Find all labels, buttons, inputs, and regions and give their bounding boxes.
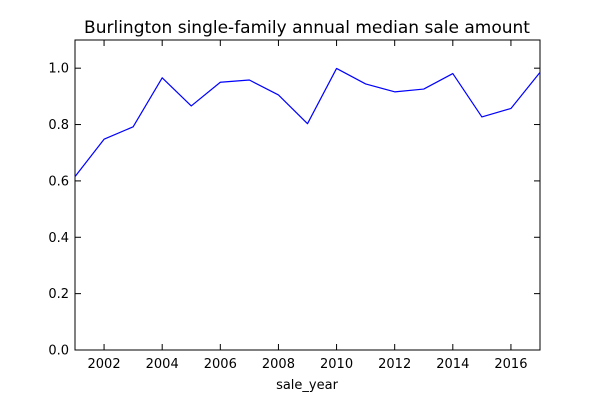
y-tick-label: 0.0 — [48, 344, 69, 359]
series-line — [74, 67, 541, 178]
y-axis: 0.0 0.2 0.4 0.6 0.8 1.0 — [48, 62, 540, 359]
chart-title: Burlington single-family annual median s… — [84, 18, 530, 38]
x-tick-label: 2014 — [436, 357, 469, 372]
y-tick-label: 1.0 — [48, 62, 69, 77]
y-tick-label: 0.4 — [48, 231, 69, 246]
x-axis: 2002 2004 2006 2008 2010 2012 2014 2016 — [88, 40, 527, 372]
x-tick-label: 2004 — [146, 357, 179, 372]
y-tick-label: 0.8 — [48, 118, 69, 133]
plot-area — [74, 39, 541, 351]
x-tick-label: 2008 — [262, 357, 295, 372]
x-tick-label: 2006 — [204, 357, 237, 372]
series-layer — [74, 67, 541, 178]
x-tick-label: 2010 — [320, 357, 353, 372]
x-tick-label: 2016 — [494, 357, 527, 372]
x-axis-label: sale_year — [276, 378, 339, 393]
x-tick-label: 2002 — [88, 357, 121, 372]
y-tick-label: 0.6 — [48, 174, 69, 189]
y-tick-label: 0.2 — [48, 287, 69, 302]
x-tick-label: 2012 — [378, 357, 411, 372]
